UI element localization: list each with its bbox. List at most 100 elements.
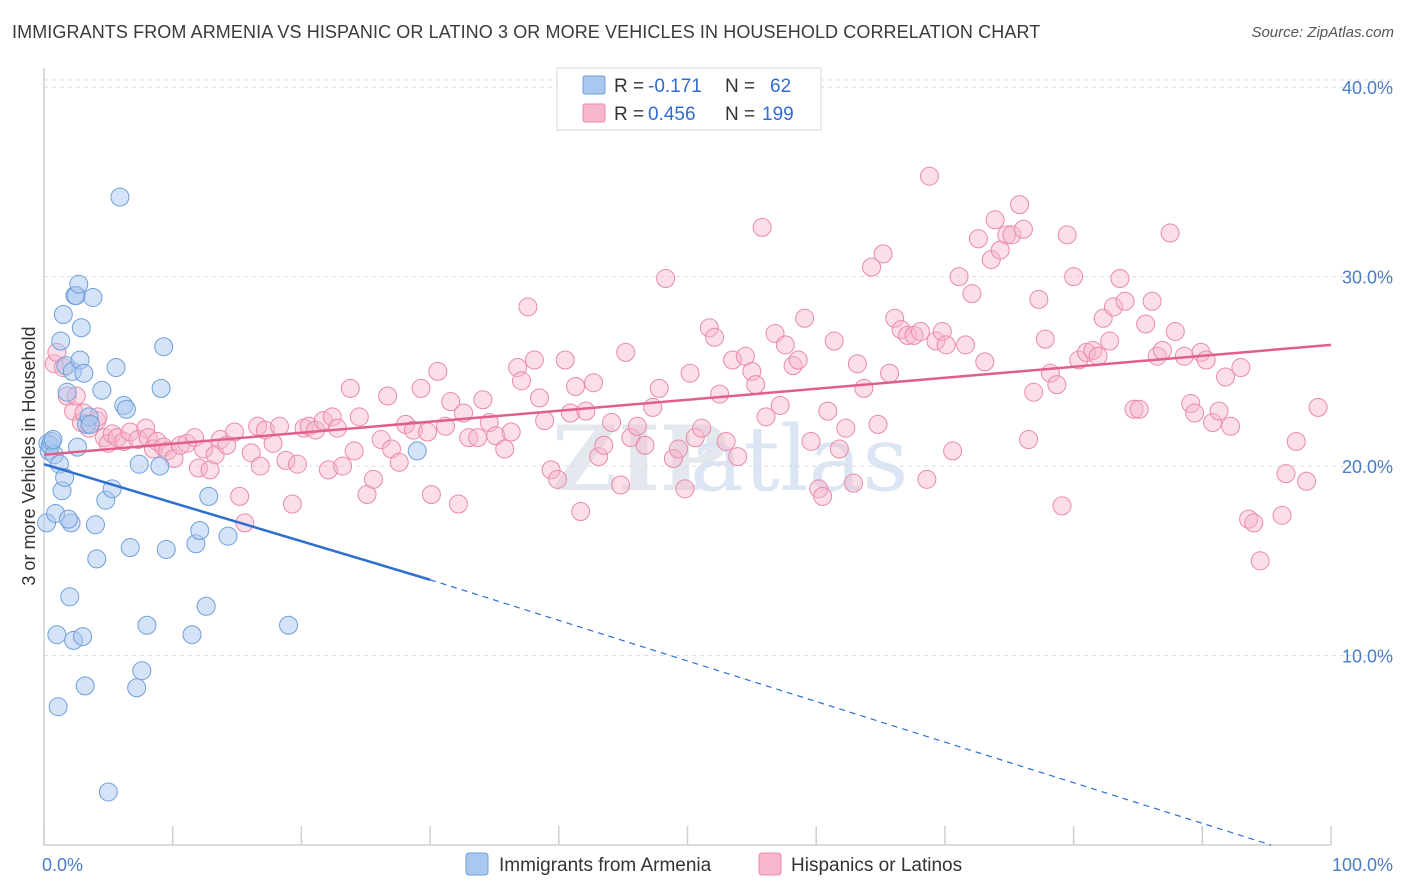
data-point-hispanics <box>1185 403 1205 423</box>
y-tick-label: 10.0% <box>1342 647 1393 667</box>
data-point-hispanics <box>1272 505 1292 525</box>
data-point-hispanics <box>584 373 604 393</box>
data-point-hispanics <box>949 267 969 287</box>
data-point-hispanics <box>441 392 461 412</box>
data-point-armenia <box>69 274 89 294</box>
data-point-hispanics <box>1103 297 1123 317</box>
data-point-hispanics <box>955 335 975 355</box>
data-point-hispanics <box>1029 289 1049 309</box>
data-point-hispanics <box>716 431 736 451</box>
data-point-hispanics <box>723 350 743 370</box>
data-point-hispanics <box>518 297 538 317</box>
data-point-armenia <box>132 661 152 681</box>
data-point-armenia <box>182 625 202 645</box>
data-point-hispanics <box>788 350 808 370</box>
data-point-hispanics <box>1165 322 1185 342</box>
data-point-armenia <box>58 509 78 529</box>
data-point-hispanics <box>1129 399 1149 419</box>
data-point-hispanics <box>818 401 838 421</box>
watermark-atlas: atlas <box>690 407 908 512</box>
data-point-hispanics <box>576 401 596 421</box>
y-tick-label: 40.0% <box>1342 78 1393 98</box>
data-point-hispanics <box>158 441 178 461</box>
data-point-armenia <box>218 526 238 546</box>
data-point-hispanics <box>975 352 995 372</box>
data-point-hispanics <box>968 229 988 249</box>
data-point-hispanics <box>1013 219 1033 239</box>
trend-lines <box>43 343 1332 846</box>
data-point-hispanics <box>910 322 930 342</box>
data-point-hispanics <box>114 431 134 451</box>
data-point-hispanics <box>917 469 937 489</box>
data-point-hispanics <box>824 331 844 351</box>
data-point-hispanics <box>699 318 719 338</box>
data-point-hispanics <box>571 502 591 522</box>
data-point-hispanics <box>224 422 244 442</box>
data-point-hispanics <box>378 386 398 406</box>
data-point-hispanics <box>904 325 924 345</box>
data-point-hispanics <box>868 414 888 434</box>
data-point-hispanics <box>705 327 725 347</box>
data-point-hispanics <box>919 166 939 186</box>
data-point-hispanics <box>448 494 468 514</box>
data-point-hispanics <box>241 443 261 463</box>
legend-swatch-armenia <box>465 852 489 876</box>
data-point-hispanics <box>1276 464 1296 484</box>
data-point-hispanics <box>770 395 790 415</box>
watermark: ZIP atlas <box>552 406 908 512</box>
data-point-hispanics <box>885 308 905 328</box>
data-point-armenia <box>92 380 112 400</box>
y-axis-label: 3 or more Vehicles in Household <box>19 326 39 585</box>
data-point-hispanics <box>1019 430 1039 450</box>
stats-legend-swatch-blue <box>582 75 606 95</box>
data-point-hispanics <box>1250 551 1270 571</box>
data-point-hispanics <box>333 456 353 476</box>
data-point-hispanics <box>589 447 609 467</box>
data-point-armenia <box>137 615 157 635</box>
data-point-armenia <box>43 430 63 450</box>
data-point-hispanics <box>535 411 555 431</box>
data-point-hispanics <box>1209 401 1229 421</box>
data-point-hispanics <box>627 416 647 436</box>
data-point-hispanics <box>1203 413 1223 433</box>
data-point-hispanics <box>501 422 521 442</box>
data-point-hispanics <box>107 428 127 448</box>
data-point-armenia <box>74 363 94 383</box>
data-point-hispanics <box>418 422 438 442</box>
data-point-hispanics <box>1047 375 1067 395</box>
data-point-hispanics <box>692 418 712 438</box>
data-point-hispanics <box>611 475 631 495</box>
data-point-hispanics <box>1181 394 1201 414</box>
data-point-hispanics <box>1064 267 1084 287</box>
data-point-armenia <box>71 318 91 338</box>
data-point-hispanics <box>616 342 636 362</box>
data-point-hispanics <box>668 439 688 459</box>
watermark-zip: ZIP <box>552 406 727 512</box>
data-point-hispanics <box>1196 350 1216 370</box>
data-point-armenia <box>127 678 147 698</box>
data-point-hispanics <box>680 363 700 383</box>
data-point-hispanics <box>783 356 803 376</box>
data-point-hispanics <box>524 350 544 370</box>
data-point-armenia <box>110 187 130 207</box>
trend-line-hispanics <box>43 343 1332 456</box>
data-point-hispanics <box>548 469 568 489</box>
data-point-armenia <box>98 782 118 802</box>
data-point-hispanics <box>801 431 821 451</box>
data-point-hispanics <box>880 363 900 383</box>
data-point-hispanics <box>656 269 676 289</box>
data-point-hispanics <box>1110 269 1130 289</box>
data-point-hispanics <box>962 284 982 304</box>
data-point-armenia <box>154 337 174 357</box>
data-point-hispanics <box>322 407 342 427</box>
data-point-hispanics <box>1035 329 1055 349</box>
data-point-hispanics <box>411 378 431 398</box>
trend-line-armenia-extrapolated <box>429 579 1272 846</box>
data-point-armenia <box>83 287 103 307</box>
data-point-hispanics <box>349 407 369 427</box>
data-point-hispanics <box>363 469 383 489</box>
data-point-hispanics <box>985 210 1005 230</box>
data-point-hispanics <box>250 456 270 476</box>
legend-label-hispanics: Hispanics or Latinos <box>791 855 962 876</box>
data-point-armenia <box>47 625 67 645</box>
